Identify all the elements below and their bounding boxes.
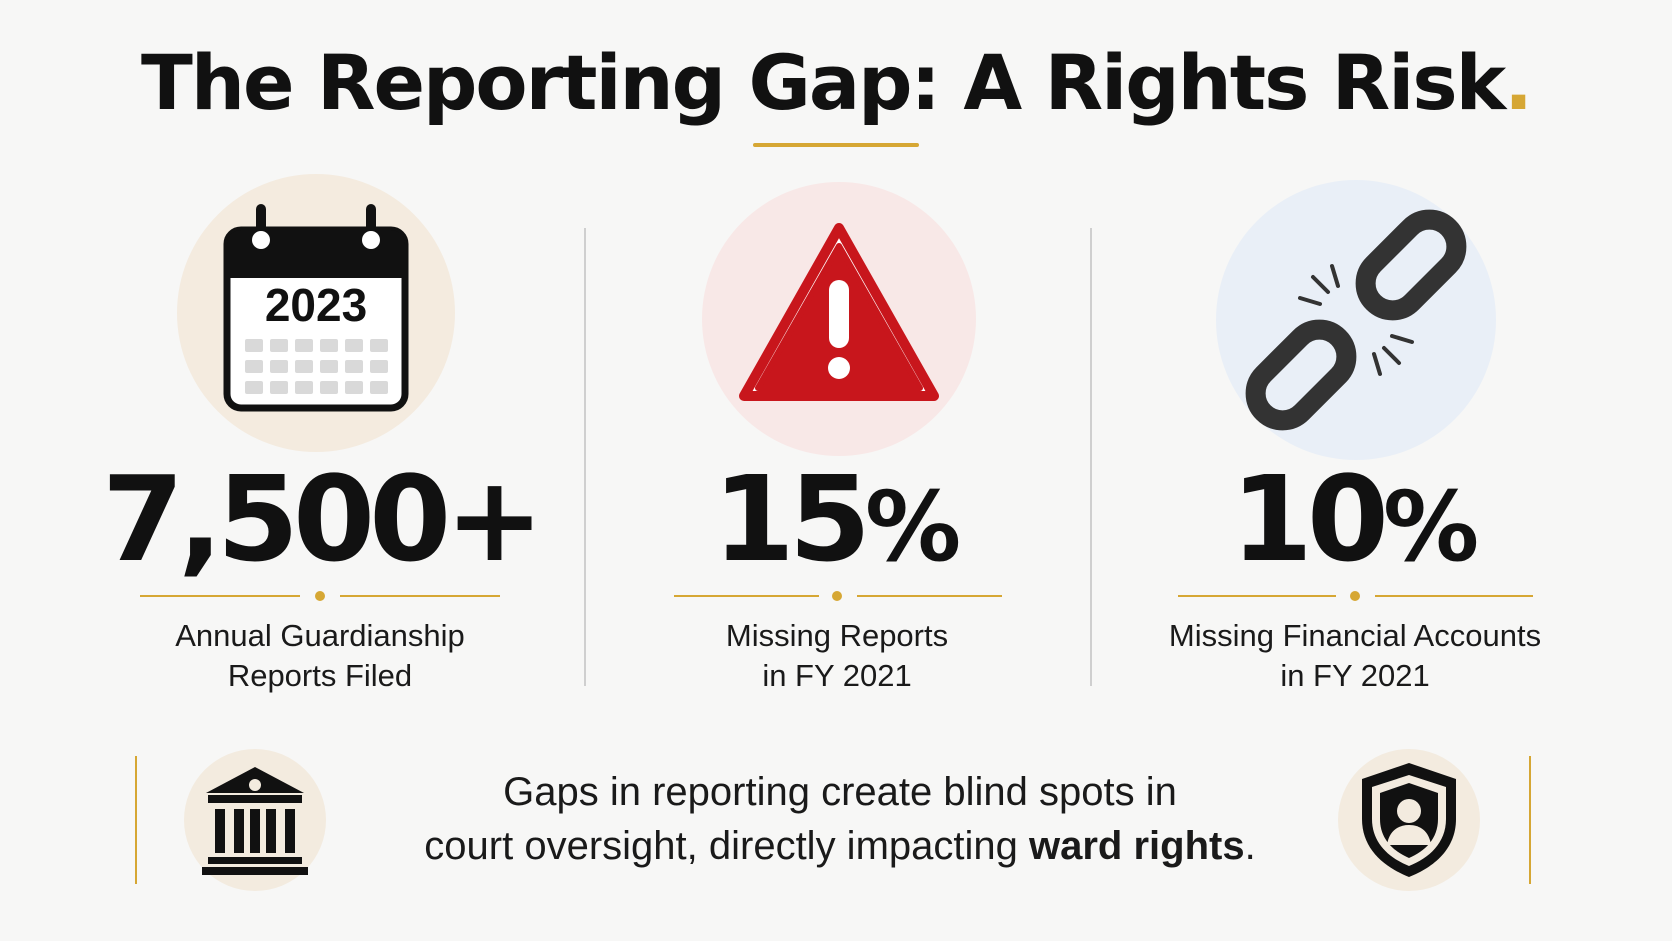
courthouse-icon [202,767,308,875]
title-text: The Reporting Gap: A Rights Risk [141,38,1506,127]
icon-circle [702,182,976,456]
footer-line2: court oversight, directly impacting ward… [360,819,1320,873]
stat-rule-right [340,595,500,597]
calendar-icon: 2023 [223,204,409,412]
stat-label-line2: Reports Filed [227,658,413,693]
stat-suffix: % [1383,471,1480,583]
stat-value: 7,500+ [85,450,555,588]
footer-line2-text: court oversight, directly impacting [424,824,1029,868]
footer-left-badge [184,749,326,891]
footer-line1: Gaps in reporting create blind spots in [503,770,1177,814]
stat-card-missing-accounts: 10% Missing Financial Accounts in FY 202… [1120,170,1590,710]
page-title: The Reporting Gap: A Rights Risk. [0,38,1672,127]
stat-value: 15% [602,450,1072,588]
stat-rule-left [1178,595,1336,597]
stat-rule-left [674,595,819,597]
footer-message: Gaps in reporting create blind spots in … [360,765,1320,873]
stat-label-line1: Missing Reports [725,618,949,653]
shield-person-icon [1362,763,1456,877]
icon-circle: 2023 [177,174,455,452]
column-divider-2 [1090,228,1092,686]
stat-card-reports-filed: 2023 7,500+ Annual Guardianship Reports … [85,170,555,710]
footer-line2-end: . [1244,824,1256,868]
stat-value: 10% [1120,450,1590,588]
stat-rule-dot [832,591,842,601]
stat-label-line1: Missing Financial Accounts [1168,618,1542,653]
stat-rule-dot [1350,591,1360,601]
footer-emphasis: ward rights [1028,824,1245,868]
stat-label-line2: in FY 2021 [1280,658,1430,693]
stat-number: 7,500+ [101,450,544,588]
stat-number: 15 [712,450,871,588]
title-period: . [1504,38,1533,127]
footer-bar-right [1529,756,1531,884]
footer-right-badge [1338,749,1480,891]
stat-label: Missing Reports in FY 2021 [602,616,1072,696]
icon-circle [1216,180,1496,460]
column-divider-1 [584,228,586,686]
stat-rule-dot [315,591,325,601]
stat-label: Annual Guardianship Reports Filed [85,616,555,696]
stat-rule-right [857,595,1002,597]
title-underline [753,143,919,147]
footer-bar-left [135,756,137,884]
stat-card-missing-reports: 15% Missing Reports in FY 2021 [602,170,1072,710]
stat-label: Missing Financial Accounts in FY 2021 [1120,616,1590,696]
stat-label-line1: Annual Guardianship [175,618,465,653]
stat-suffix: % [865,471,962,583]
stat-rule-right [1375,595,1533,597]
broken-chain-icon [1245,209,1467,431]
calendar-year: 2023 [265,279,367,331]
stat-number: 10 [1230,450,1389,588]
stat-rule-left [140,595,300,597]
warning-triangle-icon [739,223,939,401]
stat-label-line2: in FY 2021 [762,658,912,693]
